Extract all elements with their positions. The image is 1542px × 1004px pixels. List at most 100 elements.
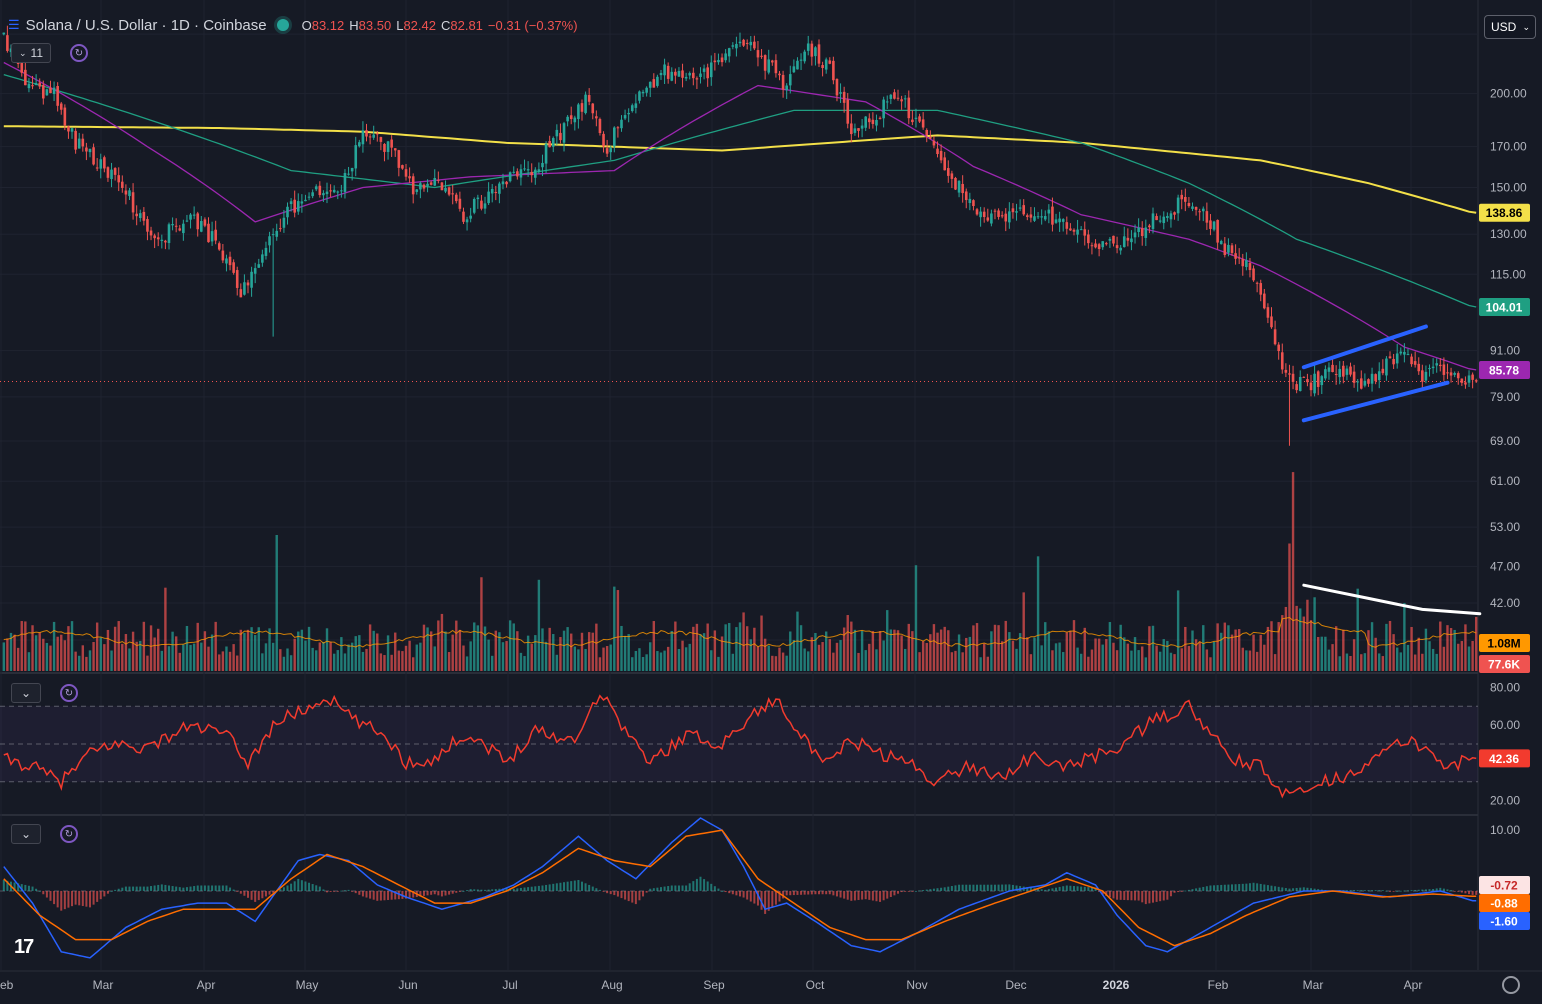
- volume-ma-badge: 1.08M: [1487, 637, 1520, 651]
- candle-body: [950, 173, 954, 179]
- macd-histogram-bar: [1159, 890, 1162, 902]
- symbol-title[interactable]: Solana / U.S. Dollar · 1D · Coinbase: [25, 16, 267, 34]
- candle-body: [487, 191, 490, 204]
- volume-bar: [1216, 623, 1219, 671]
- candle-body: [52, 87, 56, 94]
- volume-bar: [42, 638, 45, 671]
- macd-histogram-bar: [466, 890, 469, 891]
- indicators-toggle-button[interactable]: ⌄ 11: [11, 43, 51, 63]
- macd-histogram-bar: [1155, 890, 1158, 902]
- macd-histogram-bar: [304, 881, 307, 891]
- gear-icon[interactable]: [1502, 976, 1520, 994]
- candle-body: [544, 143, 548, 164]
- candle-body: [419, 183, 422, 190]
- macd-histogram-bar: [796, 890, 799, 895]
- time-axis-label-2026: 2026: [1103, 978, 1130, 992]
- candle-body: [56, 86, 59, 106]
- volume-bar: [598, 657, 602, 671]
- candle-body: [1040, 216, 1043, 218]
- macd-histogram-bar: [365, 890, 368, 898]
- candle-body: [1051, 206, 1054, 225]
- candle-body: [1302, 376, 1306, 378]
- macd-histogram-bar: [731, 890, 734, 895]
- candle-body: [975, 209, 979, 215]
- candle-body: [656, 76, 659, 86]
- macd-refresh-icon[interactable]: ↻: [60, 825, 78, 843]
- macd-histogram-bar: [444, 890, 447, 896]
- candle-body: [1072, 229, 1076, 232]
- candle-body: [49, 87, 52, 94]
- candle-body: [921, 119, 925, 128]
- candle-body: [530, 172, 534, 176]
- volume-bar: [1220, 632, 1223, 671]
- volume-bar: [146, 655, 149, 671]
- macd-histogram-bar: [595, 888, 598, 891]
- volume-bar: [24, 621, 27, 671]
- candle-body: [483, 203, 487, 209]
- candle-body: [1424, 371, 1428, 381]
- volume-bar: [738, 622, 742, 671]
- volume-bar: [1112, 642, 1115, 671]
- candle-body: [972, 200, 975, 207]
- candle-body: [929, 136, 932, 139]
- candle-body: [997, 210, 1000, 217]
- candle-body: [279, 228, 282, 230]
- macd-histogram-bar: [505, 888, 508, 891]
- candle-body: [864, 116, 867, 128]
- macd-histogram-bar: [1205, 886, 1208, 891]
- candle-body: [645, 87, 648, 93]
- symbol-header[interactable]: ☰ Solana / U.S. Dollar · 1D · Coinbase O…: [8, 14, 578, 36]
- candle-body: [131, 192, 135, 213]
- volume-bar: [372, 630, 375, 671]
- rsi-collapse-button[interactable]: ⌄: [11, 683, 41, 703]
- candle-body: [1428, 368, 1431, 370]
- volume-bar: [1040, 645, 1043, 671]
- volume-bar: [789, 631, 792, 671]
- volume-bar: [426, 627, 429, 671]
- time-axis[interactable]: Feb Mar Apr May Jun Jul Aug Sep Oct Nov Dec 2026 Feb…: [0, 978, 1422, 992]
- candle-body: [609, 148, 613, 153]
- price-axis[interactable]: 240.00200.00170.00150.00130.00115.0091.0…: [1479, 27, 1530, 930]
- macd-histogram-bar: [742, 890, 745, 898]
- macd-histogram-bar: [387, 890, 390, 900]
- rsi-refresh-icon[interactable]: ↻: [60, 684, 78, 702]
- macd-histogram-bar: [879, 890, 882, 902]
- macd-histogram-bar: [286, 885, 289, 891]
- macd-histogram-bar: [958, 884, 961, 891]
- macd-histogram-bar: [573, 880, 576, 891]
- macd-histogram-bar: [940, 887, 943, 891]
- volume-bar: [275, 535, 278, 671]
- time-axis-label-dec: Dec: [1005, 978, 1026, 992]
- volume-bar: [631, 657, 634, 671]
- volume-bar: [239, 629, 243, 671]
- drawings[interactable]: [1301, 324, 1482, 616]
- macd-collapse-button[interactable]: ⌄: [11, 824, 41, 844]
- candle-body: [221, 250, 225, 261]
- macd-histogram-bar: [81, 890, 84, 907]
- volume-bar: [1302, 616, 1306, 671]
- currency-select[interactable]: USD ⌄: [1484, 15, 1536, 39]
- candles: [2, 25, 1478, 446]
- macd-histogram-bar: [1223, 884, 1226, 891]
- volume-bar: [997, 625, 1000, 671]
- candle-body: [1474, 380, 1478, 382]
- candle-body: [860, 125, 864, 129]
- volume-bar: [1381, 656, 1385, 671]
- macd-histogram-bar: [254, 890, 257, 902]
- volume-bar: [1126, 643, 1130, 671]
- time-axis-label-feb: Feb: [1208, 978, 1229, 992]
- refresh-icon[interactable]: ↻: [70, 44, 88, 62]
- candle-body: [946, 168, 950, 176]
- candle-body: [361, 130, 365, 145]
- candle-body: [329, 190, 332, 192]
- volume-bar: [411, 657, 415, 671]
- macd-histogram-bar: [1392, 890, 1395, 892]
- macd-histogram-bar: [1141, 890, 1144, 903]
- volume-bar: [1475, 616, 1478, 671]
- macd-hist-badge-bg: [1479, 876, 1530, 894]
- candle-body: [203, 219, 207, 226]
- macd-histogram-bar: [272, 890, 275, 893]
- volume-bar: [1406, 644, 1410, 671]
- macd-histogram-bar: [993, 884, 996, 891]
